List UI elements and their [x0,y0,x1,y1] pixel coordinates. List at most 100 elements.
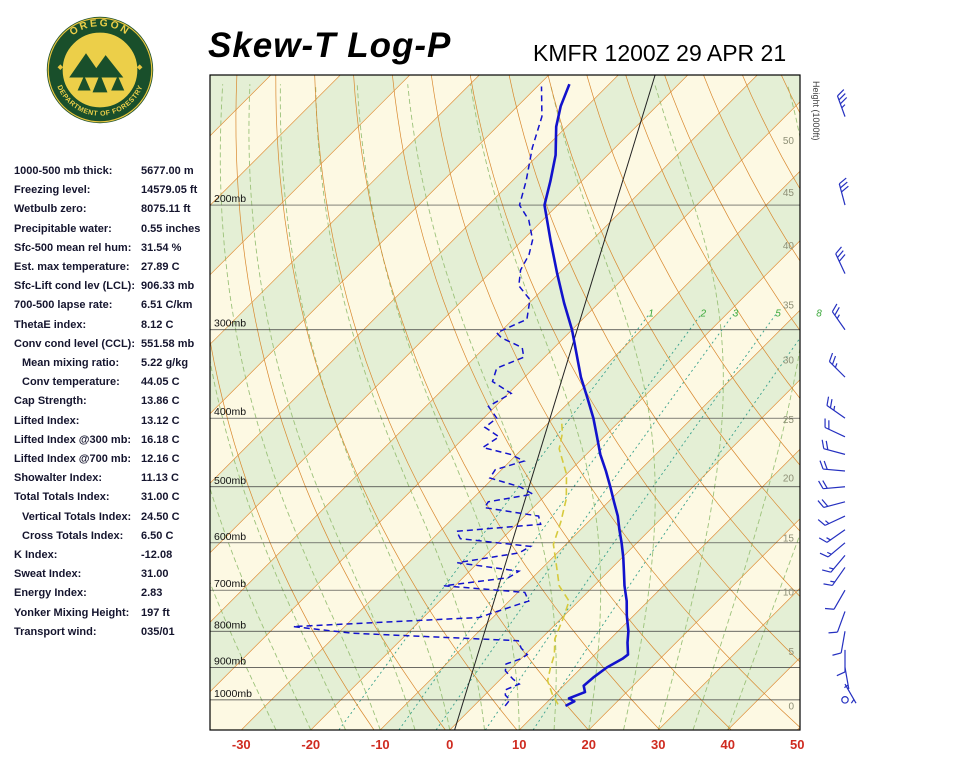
index-value: 551.58 mb [141,335,194,354]
temp-tick-label: -10 [371,737,390,752]
pressure-label: 600mb [214,531,246,543]
index-label: Precipitable water: [14,220,141,239]
index-row: Transport wind:035/01 [14,623,214,642]
temp-tick-label: -20 [301,737,320,752]
wind-barb [822,555,845,572]
index-row: Lifted Index @700 mb:12.16 C [14,450,214,469]
index-value: 8.12 C [141,316,173,335]
wind-barb [837,90,846,117]
pressure-label: 1000mb [214,688,252,700]
mixing-ratio-label: 3 [733,308,739,319]
index-label: Mean mixing ratio: [14,354,141,373]
index-row: Sfc-500 mean rel hum:31.54 % [14,239,214,258]
pressure-label: 800mb [214,619,246,631]
pressure-label: 300mb [214,318,246,330]
index-row: ThetaE index:8.12 C [14,316,214,335]
index-value: 31.00 [141,565,169,584]
index-label: Showalter Index: [14,469,141,488]
wind-barb [825,590,845,609]
index-value: 11.13 C [141,469,179,488]
index-row: Showalter Index:11.13 C [14,469,214,488]
index-value: 31.54 % [141,239,181,258]
wind-barb [819,481,845,489]
index-label: Sfc-Lift cond lev (LCL): [14,277,141,296]
index-row: Freezing level:14579.05 ft [14,181,214,200]
wind-barb [820,461,845,471]
index-value: 27.89 C [141,258,180,277]
index-row: Lifted Index @300 mb:16.18 C [14,431,214,450]
index-label: ThetaE index: [14,316,141,335]
height-label: 0 [788,701,794,712]
index-label: Transport wind: [14,623,141,642]
index-row: Yonker Mixing Height:197 ft [14,604,214,623]
temp-tick-label: 30 [651,737,665,752]
index-row: Est. max temperature:27.89 C [14,258,214,277]
index-row: Cross Totals Index:6.50 C [14,527,214,546]
index-value: 2.83 [141,584,162,603]
height-label: 15 [783,534,795,545]
odf-logo: OREGON DEPARTMENT OF FORESTRY [44,14,156,126]
index-label: Sweat Index: [14,565,141,584]
temp-tick-label: 10 [512,737,526,752]
pressure-label: 700mb [214,578,246,590]
index-row: Vertical Totals Index:24.50 C [14,508,214,527]
mixing-ratio-label: 5 [775,308,781,319]
height-axis-title: Height (1000ft) [811,81,821,141]
index-row: Lifted Index:13.12 C [14,412,214,431]
wind-barb [829,353,845,377]
wind-barbs [818,90,856,704]
height-label: 45 [783,188,795,199]
wind-barb [832,304,845,330]
temp-tick-label: 40 [720,737,734,752]
wind-barb [827,397,845,418]
height-label: 35 [783,301,795,312]
index-row: Conv temperature:44.05 C [14,373,214,392]
mixing-ratio-label: 2 [699,308,706,319]
index-row: Precipitable water:0.55 inches [14,220,214,239]
wind-barb [818,499,845,507]
index-label: Total Totals Index: [14,488,141,507]
index-value: 6.50 C [141,527,173,546]
index-label: Wetbulb zero: [14,200,141,219]
height-label: 50 [783,136,795,147]
index-label: 700-500 lapse rate: [14,296,141,315]
wind-barb [836,247,845,274]
mixing-ratio-label: 1 [648,308,654,319]
pressure-label: 400mb [214,406,246,418]
index-value: 6.51 C/km [141,296,192,315]
index-value: 16.18 C [141,431,180,450]
wind-barb [822,440,845,455]
index-label: Cross Totals Index: [14,527,141,546]
height-label: 30 [783,355,795,366]
index-row: Sfc-Lift cond lev (LCL):906.33 mb [14,277,214,296]
height-label: 40 [783,241,795,252]
skewt-chart: 200mb300mb400mb500mb600mb700mb800mb900mb… [205,75,805,770]
index-label: Cap Strength: [14,392,141,411]
wind-barb [818,516,845,525]
temp-tick-label: -30 [232,737,251,752]
index-value: 8075.11 ft [141,200,191,219]
height-label: 5 [788,647,794,658]
index-value: 906.33 mb [141,277,194,296]
index-value: 13.86 C [141,392,180,411]
pressure-label: 500mb [214,475,246,487]
index-label: 1000-500 mb thick: [14,162,141,181]
index-row: 700-500 lapse rate:6.51 C/km [14,296,214,315]
wind-barb [820,543,845,557]
index-label: Lifted Index @700 mb: [14,450,141,469]
index-label: Conv cond level (CCL): [14,335,141,354]
index-label: Freezing level: [14,181,141,200]
wind-barb [824,567,845,585]
index-label: Lifted Index: [14,412,141,431]
index-value: 44.05 C [141,373,180,392]
index-value: 12.16 C [141,450,180,469]
temp-tick-label: 0 [446,737,453,752]
page-title: Skew-T Log-P [208,26,451,66]
wind-barb [819,530,845,543]
index-row: Conv cond level (CCL):551.58 mb [14,335,214,354]
index-value: 197 ft [141,604,170,623]
index-label: Sfc-500 mean rel hum: [14,239,141,258]
height-label: 20 [783,474,795,485]
